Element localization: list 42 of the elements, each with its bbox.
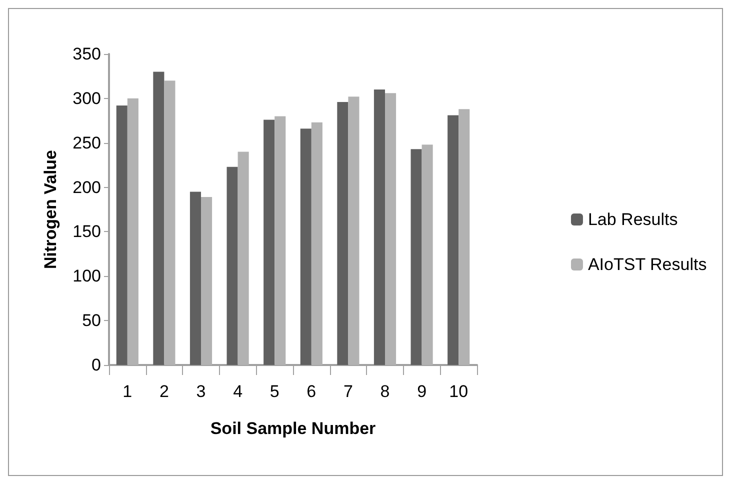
bar xyxy=(374,90,385,365)
bar xyxy=(153,72,164,365)
y-tick-label: 50 xyxy=(82,311,101,330)
bar xyxy=(264,120,275,365)
x-tick-label: 7 xyxy=(343,382,353,401)
x-axis-title: Soil Sample Number xyxy=(210,419,376,438)
bar xyxy=(274,116,286,365)
x-tick-label: 1 xyxy=(122,382,132,401)
bar xyxy=(190,192,201,365)
bar xyxy=(127,98,138,365)
x-tick-label: 8 xyxy=(380,382,390,401)
bar xyxy=(300,128,312,365)
y-tick-label: 350 xyxy=(72,44,101,64)
bar xyxy=(238,152,249,365)
bar xyxy=(385,93,396,365)
legend-label: Lab Results xyxy=(588,210,678,229)
y-tick-label: 100 xyxy=(72,266,101,286)
x-tick-label: 10 xyxy=(449,382,468,401)
bar xyxy=(348,96,360,365)
bar xyxy=(458,109,470,365)
bar xyxy=(201,197,212,365)
bar xyxy=(311,122,322,365)
y-tick-label: 200 xyxy=(72,178,101,197)
x-tick-label: 9 xyxy=(417,382,427,401)
x-tick-label: 3 xyxy=(196,382,206,401)
y-tick-label: 0 xyxy=(92,356,101,374)
y-tick-label: 250 xyxy=(72,133,101,152)
y-tick-label: 300 xyxy=(72,88,101,108)
bar xyxy=(422,144,433,365)
bar xyxy=(226,166,238,365)
x-tick-label: 6 xyxy=(306,382,316,401)
bar xyxy=(337,102,348,365)
x-tick-label: 4 xyxy=(233,382,243,401)
x-tick-label: 2 xyxy=(159,382,169,401)
y-tick-label: 150 xyxy=(72,222,101,242)
bar xyxy=(410,149,422,365)
bar xyxy=(448,115,459,365)
legend-label: AIoTST Results xyxy=(588,255,707,274)
x-tick-label: 5 xyxy=(270,382,280,401)
bar xyxy=(116,106,128,365)
y-axis-title: Nitrogen Value xyxy=(41,150,60,270)
bar xyxy=(164,80,176,365)
